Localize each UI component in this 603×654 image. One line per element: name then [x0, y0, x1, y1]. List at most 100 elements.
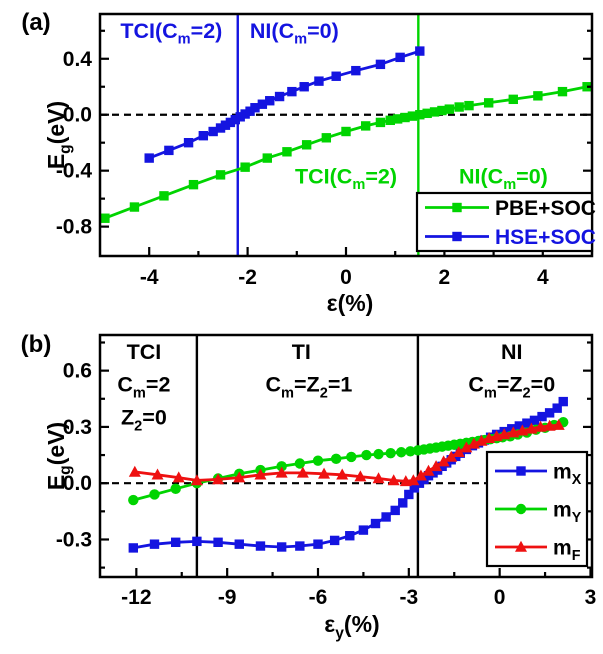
HSE+SOC-marker: [265, 96, 275, 106]
legend-HSE+SOC-marker: [452, 231, 462, 242]
mF-marker: [445, 450, 458, 462]
y-tick-label: 0.3: [63, 416, 92, 439]
mF-marker: [275, 466, 288, 478]
PBE+SOC-marker: [454, 102, 464, 112]
mX-marker: [276, 542, 287, 552]
PBE+SOC-marker: [240, 162, 250, 172]
HSE+SOC-marker: [314, 76, 324, 86]
legend-label: mF: [553, 537, 581, 565]
region-label: Cm=Z2=1: [265, 373, 352, 402]
HSE+SOC-marker: [395, 52, 405, 63]
y-tick-label: 0.6: [63, 360, 92, 383]
mX-marker: [234, 539, 244, 549]
PBE+SOC-marker: [444, 104, 455, 114]
mX-marker: [404, 489, 414, 500]
PBE+SOC-marker: [282, 147, 292, 157]
x-axis-label: ε(%): [327, 290, 374, 316]
region-label: TCI(Cm=2): [120, 19, 222, 48]
mF-marker: [525, 422, 538, 434]
mY-marker: [276, 461, 287, 472]
mX-marker: [398, 498, 408, 508]
x-tick-label: 0: [494, 586, 506, 609]
y-axis-label: Eg(eV): [43, 422, 74, 490]
mY-marker: [346, 451, 357, 463]
PBE+SOC-marker: [159, 191, 169, 201]
mF-marker: [254, 468, 267, 480]
x-tick-label: 2: [439, 266, 451, 289]
PBE+SOC-marker: [262, 153, 272, 163]
mX-marker: [329, 535, 340, 546]
mY-marker: [385, 447, 396, 459]
PBE+SOC-marker: [385, 115, 395, 126]
mF-marker: [336, 468, 349, 480]
mX-marker: [128, 543, 139, 553]
mF-marker: [507, 426, 520, 438]
PBE+SOC-marker: [301, 140, 312, 150]
PBE+SOC-marker: [341, 126, 351, 137]
region-label: NI(Cm=0): [459, 164, 548, 193]
HSE+SOC-marker: [183, 137, 194, 148]
x-tick-label: -2: [238, 266, 257, 289]
mF-marker: [407, 474, 420, 486]
panel-letter: (a): [21, 9, 50, 36]
x-tick-label: 0: [340, 266, 352, 289]
x-tick-label: -12: [121, 586, 151, 609]
x-tick-label: -4: [140, 266, 159, 289]
x-tick-label: -3: [399, 586, 418, 609]
HSE+SOC-marker: [198, 130, 209, 141]
mX-marker: [381, 512, 391, 522]
mX-marker: [390, 505, 400, 516]
mF-marker: [534, 420, 547, 432]
mF-marker: [318, 467, 331, 479]
mF-marker: [190, 474, 203, 486]
HSE+SOC-marker: [164, 145, 174, 156]
mF-marker: [354, 470, 367, 482]
y-tick-label: 0.0: [63, 104, 92, 127]
HSE+SOC-marker: [215, 123, 226, 133]
HSE+SOC-marker: [220, 120, 231, 130]
mF-marker: [212, 473, 225, 485]
HSE+SOC-marker: [250, 103, 260, 113]
mF-marker: [372, 472, 385, 484]
x-tick-label: 3: [585, 586, 597, 609]
mF-marker: [437, 455, 450, 467]
x-tick-label: -9: [218, 586, 237, 609]
mF-marker: [233, 471, 246, 483]
legend-mY-marker: [515, 503, 527, 515]
PBE+SOC-marker: [129, 202, 140, 212]
HSE+SOC-marker: [208, 126, 218, 137]
HSE+SOC-marker: [415, 46, 425, 56]
legend-label: PBE+SOC: [495, 197, 596, 220]
PBE+SOC-marker: [422, 108, 432, 119]
mF-marker: [172, 471, 185, 483]
mF-marker: [151, 468, 164, 480]
PBE+SOC-marker: [557, 86, 568, 97]
HSE+SOC-marker: [225, 117, 236, 128]
PBE+SOC-marker: [407, 111, 418, 121]
mX-marker: [514, 421, 525, 431]
mX-marker: [345, 531, 355, 541]
PBE+SOC-marker: [464, 100, 474, 111]
panel-letter: (b): [21, 331, 52, 358]
mF-marker: [296, 466, 309, 478]
HSE+SOC-marker: [257, 99, 268, 109]
region-label: TCI(Cm=2): [295, 164, 397, 193]
mF-marker: [387, 474, 400, 486]
HSE+SOC-marker: [331, 71, 341, 81]
region-label: NI(Cm=0): [250, 19, 339, 48]
HSE+SOC-marker: [245, 106, 255, 116]
PBE+SOC-marker: [429, 107, 440, 117]
y-tick-label: 0.4: [63, 48, 93, 71]
mX-marker: [522, 418, 532, 428]
legend-label: HSE+SOC: [495, 226, 596, 249]
mF-marker: [552, 418, 565, 430]
mF-marker: [475, 434, 488, 446]
mF-marker: [467, 437, 480, 449]
region-label: TI: [292, 340, 311, 364]
x-axis-label: εy(%): [324, 611, 379, 642]
region-label: TCI: [127, 340, 162, 364]
legend-mX-marker: [516, 466, 526, 476]
mX-marker: [537, 411, 547, 422]
legend-label: mY: [553, 499, 582, 527]
mX-marker: [507, 424, 517, 434]
